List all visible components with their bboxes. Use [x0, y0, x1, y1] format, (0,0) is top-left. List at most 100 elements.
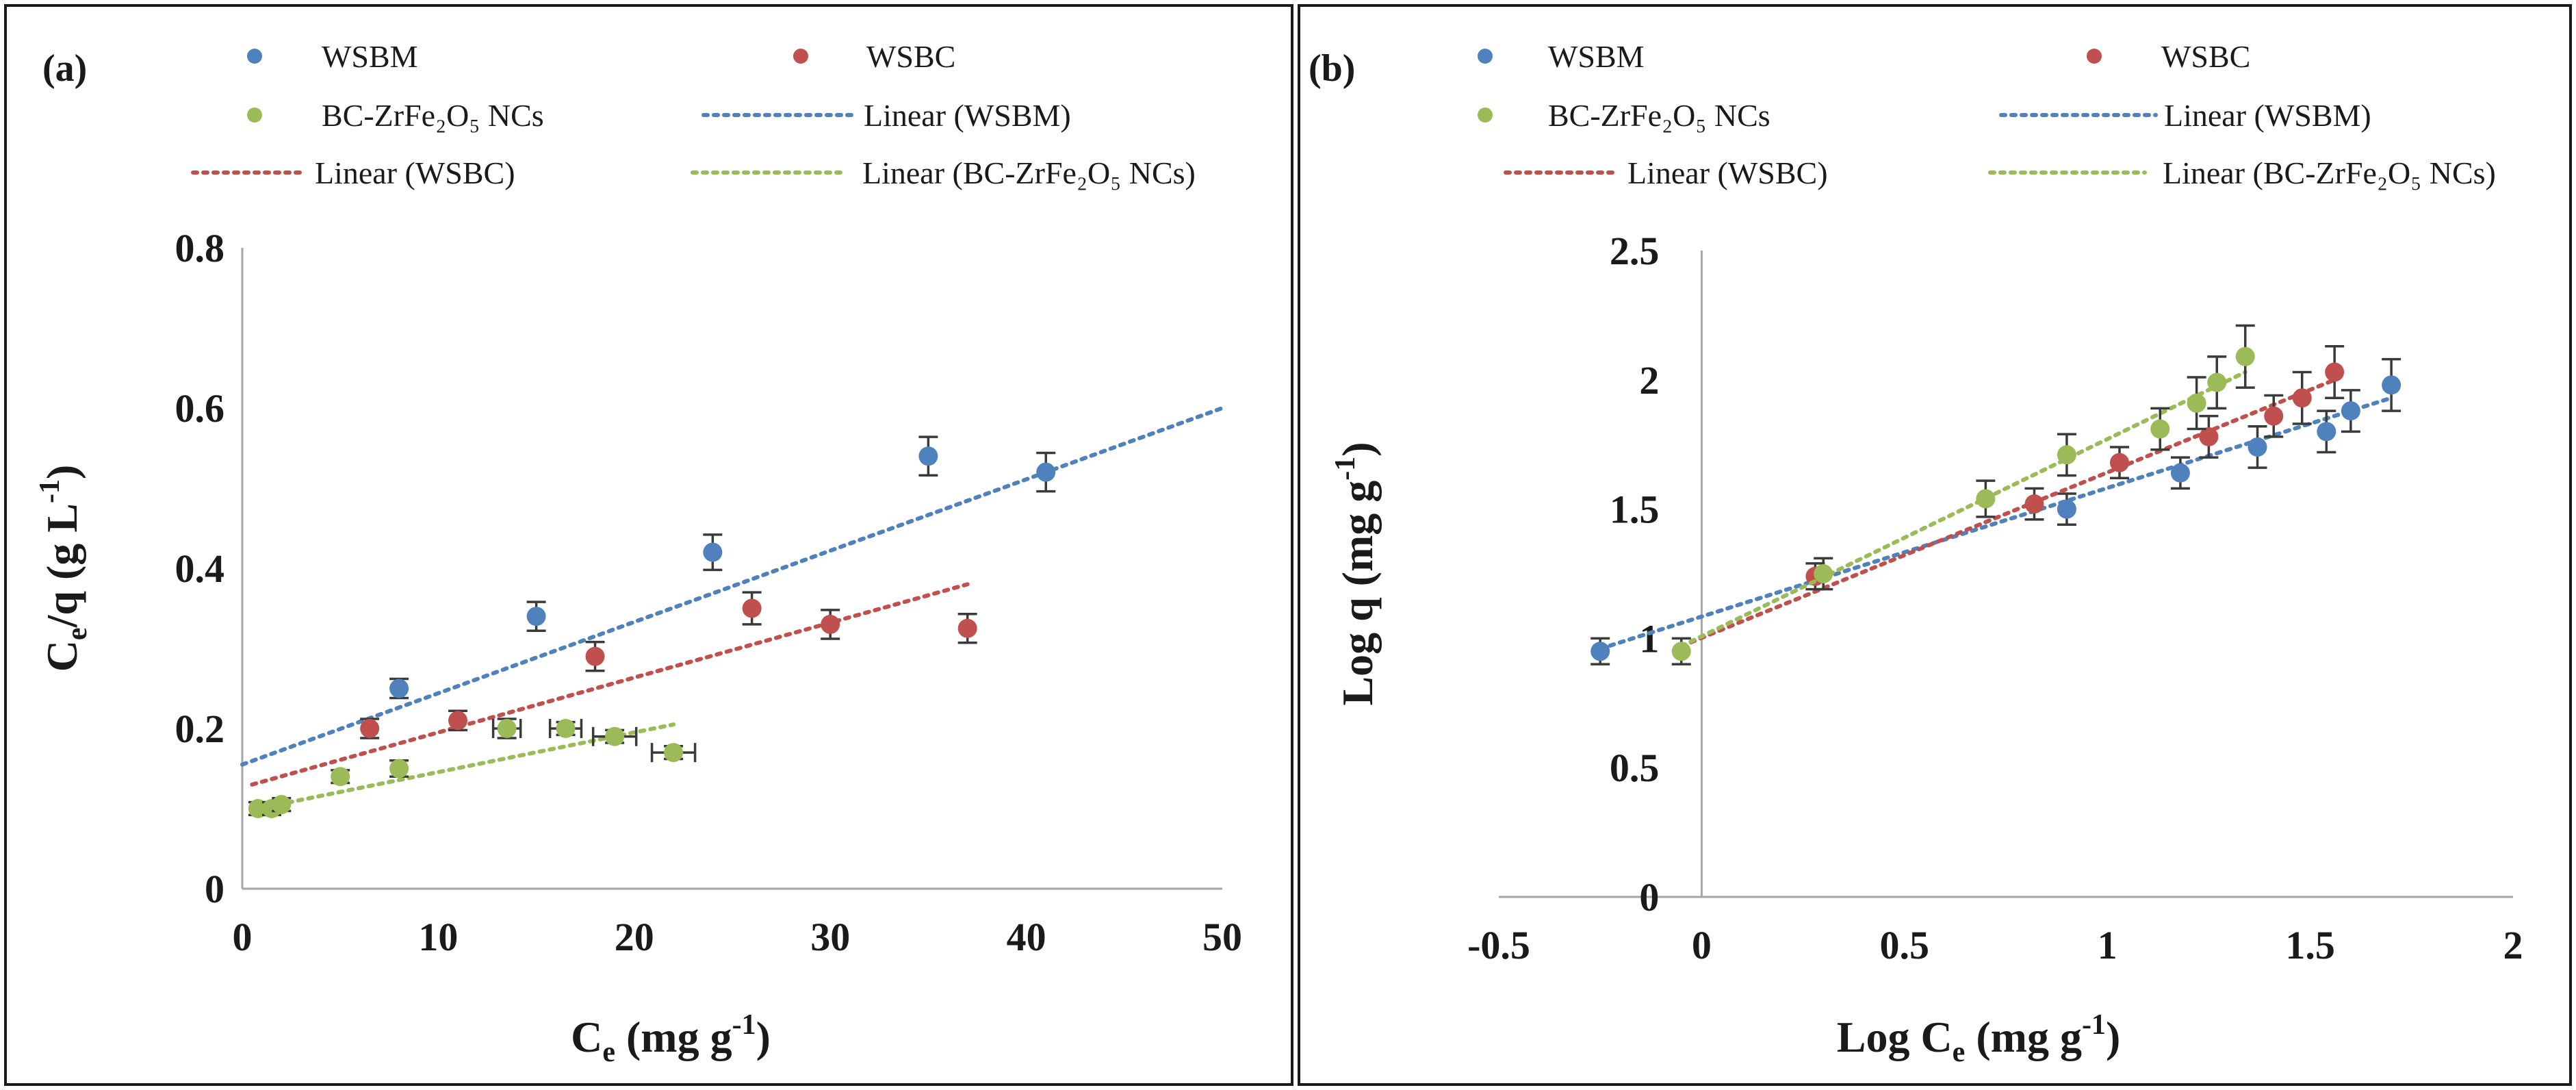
b-x-tick-label: 0.5 — [1880, 923, 1930, 967]
legend-label: BC-ZrFe₂O₅ NCs — [322, 98, 544, 133]
data-point-wsbm — [526, 607, 546, 626]
data-point-wsbm — [2341, 401, 2360, 421]
data-point-bc-zrfe-o-ncs — [272, 795, 292, 815]
trendline-wsbc — [250, 582, 970, 787]
series-wsbc — [1679, 344, 2345, 648]
legend-item-linear-wsbm: Linear (WSBM) — [1999, 98, 2371, 133]
legend-marker — [2087, 49, 2102, 64]
legend-item-linear-bc-zrfe-o-ncs: Linear (BC-ZrFe₂O₅ NCs) — [1988, 155, 2496, 190]
a-y-tick-label: 0.6 — [175, 386, 225, 431]
b-panel-label: (b) — [1309, 47, 1355, 90]
legend-item-bc-zrfe-o-ncs: BC-ZrFe₂O₅ NCs — [247, 98, 544, 133]
legend-label: WSBC — [866, 39, 955, 74]
data-point-bc-zrfe-o-ncs — [556, 719, 576, 738]
legend-label: Linear (WSBC) — [315, 155, 515, 190]
data-point-bc-zrfe-o-ncs — [664, 743, 684, 763]
b-x-axis-title: Log Ce (mg g-1) — [1837, 1009, 2121, 1068]
a-panel-label: (a) — [42, 47, 87, 90]
x-title-rest: (mg g — [615, 1013, 732, 1061]
y-title-end: ) — [38, 465, 86, 479]
x-title-main: Log C — [1837, 1013, 1953, 1061]
legend-item-wsbm: WSBM — [1478, 39, 1645, 74]
data-point-bc-zrfe-o-ncs — [497, 719, 517, 738]
y-title-main: C — [38, 640, 86, 672]
data-point-wsbc — [821, 614, 840, 634]
legend-item-linear-wsbc: Linear (WSBC) — [191, 155, 515, 190]
b-x-tick-label: 1 — [2098, 923, 2117, 967]
legend-label: WSBC — [2161, 39, 2250, 74]
legend-label: WSBM — [1548, 39, 1645, 74]
data-point-bc-zrfe-o-ncs — [1671, 642, 1691, 661]
legend-item-bc-zrfe-o-ncs: BC-ZrFe₂O₅ NCs — [1478, 98, 1770, 133]
panel-b: (b) -0.5 0 0.5 1 1.5 2 0 0.5 1 1.5 2 2.5 Log Ce (mg g… — [1298, 4, 2572, 1086]
a-y-tick-label: 0.2 — [175, 707, 225, 751]
legend-marker — [1478, 107, 1493, 123]
b-y-tick-label: 1 — [1639, 616, 1659, 661]
x-title-sub: e — [1953, 1037, 1966, 1068]
a-x-tick-label: 30 — [810, 915, 850, 959]
data-point-wsbc — [2325, 362, 2345, 382]
y-title-end: ) — [1333, 442, 1382, 456]
b-y-axis-title: Log q (mg g-1) — [1330, 442, 1382, 705]
data-point-wsbm — [2170, 463, 2190, 483]
trendline-wsbm — [240, 406, 1224, 767]
a-y-axis-title: Ce/q (g L-1) — [34, 465, 93, 672]
b-y-tick-label: 1.5 — [1610, 487, 1660, 532]
data-point-bc-zrfe-o-ncs — [1976, 489, 1996, 509]
data-point-bc-zrfe-o-ncs — [248, 799, 268, 818]
data-point-bc-zrfe-o-ncs — [2235, 346, 2255, 366]
legend-label: BC-ZrFe₂O₅ NCs — [1548, 98, 1770, 133]
x-title-sup: -1 — [2082, 1009, 2106, 1041]
legend-label: Linear (BC-ZrFe₂O₅ NCs) — [2163, 155, 2496, 190]
legend-marker — [247, 107, 262, 123]
trendline-bc-zrfe-o-ncs — [255, 722, 676, 811]
x-title-end: ) — [2106, 1013, 2120, 1061]
y-title-sup: -1 — [34, 479, 66, 503]
b-y-tick-label: 2.5 — [1610, 229, 1660, 273]
trendline-bc-zrfe-o-ncs — [1679, 370, 2247, 648]
a-y-tick-label: 0.4 — [175, 546, 225, 591]
data-point-wsbc — [2024, 494, 2044, 514]
legend-item-wsbm: WSBM — [247, 39, 418, 74]
b-x-tick-label: -0.5 — [1467, 923, 1530, 967]
series-bc-zrfe-o-ncs — [1671, 324, 2255, 666]
y-title-rest: /q (g L — [38, 503, 86, 628]
data-point-wsbc — [2199, 427, 2219, 446]
b-x-tick-label: 2 — [2503, 923, 2523, 967]
legend-marker — [247, 49, 262, 64]
b-y-tick-label: 2 — [1639, 358, 1659, 403]
legend-label: Linear (WSBM) — [864, 98, 1071, 133]
data-point-wsbc — [742, 598, 762, 618]
legend-item-linear-wsbc: Linear (WSBC) — [1504, 155, 1828, 190]
data-point-wsbm — [1590, 642, 1610, 661]
legend-marker — [793, 49, 808, 64]
data-point-wsbc — [957, 618, 977, 638]
data-point-wsbc — [360, 719, 380, 738]
data-point-wsbc — [2264, 406, 2284, 426]
data-point-bc-zrfe-o-ncs — [2207, 372, 2227, 392]
data-point-wsbm — [2247, 437, 2267, 457]
data-point-bc-zrfe-o-ncs — [605, 726, 625, 746]
legend-label: Linear (WSBC) — [1627, 155, 1828, 190]
legend-label: WSBM — [322, 39, 418, 74]
legend-item-wsbc: WSBC — [2087, 39, 2250, 74]
series-wsbc — [250, 582, 977, 787]
b-y-tick-label: 0.5 — [1610, 746, 1660, 790]
data-point-wsbc — [585, 646, 605, 666]
b-y-tick-label: 0 — [1639, 875, 1659, 920]
data-point-wsbm — [1036, 462, 1056, 482]
data-point-bc-zrfe-o-ncs — [1814, 564, 1833, 583]
series-wsbm — [240, 406, 1224, 767]
a-x-tick-label: 0 — [233, 915, 253, 959]
legend-item-linear-bc-zrfe-o-ncs: Linear (BC-ZrFe₂O₅ NCs) — [691, 155, 1196, 190]
data-point-wsbm — [2057, 499, 2076, 519]
data-point-wsbm — [2317, 422, 2336, 442]
trendline-wsbc — [1679, 377, 2337, 648]
x-title-sub: e — [602, 1037, 615, 1068]
y-title-sub: e — [62, 627, 93, 640]
legend-item-wsbc: WSBC — [793, 39, 955, 74]
legend-label: Linear (WSBM) — [2164, 98, 2371, 133]
legend-label: Linear (BC-ZrFe₂O₅ NCs) — [862, 155, 1196, 190]
